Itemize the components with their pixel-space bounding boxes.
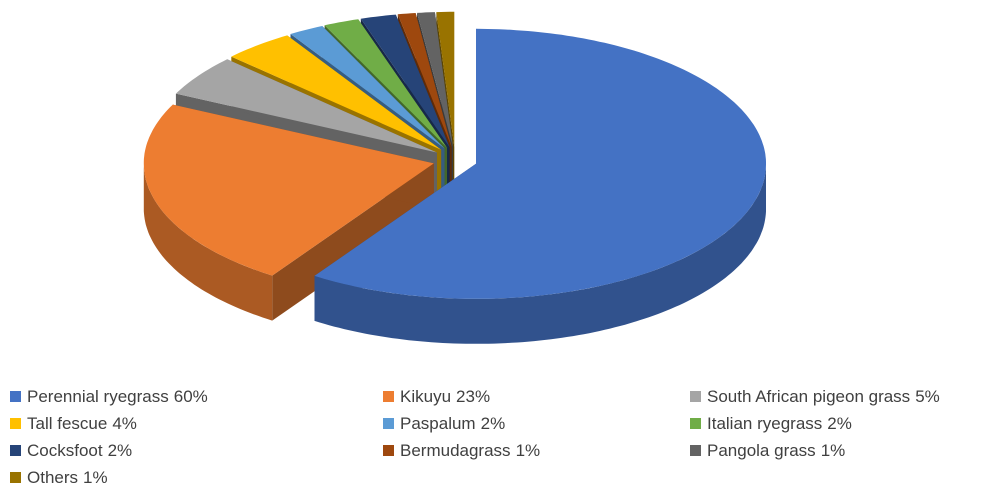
legend-label: Bermudagrass — [400, 440, 511, 460]
slice-wall — [143, 163, 273, 321]
legend-swatch — [10, 418, 21, 429]
legend-value: 2% — [480, 413, 506, 433]
slice — [314, 28, 766, 299]
legend-value: 1% — [820, 440, 846, 460]
legend-swatch — [383, 445, 394, 456]
legend-item: Kikuyu 23% — [383, 386, 690, 407]
slice — [290, 26, 445, 149]
legend-swatch — [690, 445, 701, 456]
legend-value: 2% — [827, 413, 852, 433]
legend-label: Cocksfoot — [27, 440, 103, 460]
legend-item: Paspalum 2% — [383, 413, 690, 434]
legend-value: 23% — [456, 386, 491, 406]
legend-label: Pangola grass — [707, 440, 816, 460]
legend-item: Italian ryegrass 2% — [690, 413, 980, 434]
legend-swatch — [690, 418, 701, 429]
legend-item: Others 1% — [10, 467, 383, 488]
legend-item: Bermudagrass 1% — [383, 440, 690, 461]
legend-swatch — [10, 391, 21, 402]
legend-value: 1% — [83, 467, 108, 487]
slice — [231, 35, 442, 150]
slice — [324, 19, 447, 148]
slice — [360, 14, 450, 148]
slice — [143, 104, 434, 276]
legend-label: Paspalum — [400, 413, 476, 433]
legend-swatch — [690, 391, 701, 402]
slice — [417, 12, 453, 147]
legend-label: Others — [27, 467, 79, 487]
legend-item: Cocksfoot 2% — [10, 440, 383, 461]
legend-value: 2% — [107, 440, 133, 460]
legend-label: South African pigeon grass — [707, 386, 911, 406]
legend-swatch — [10, 445, 21, 456]
legend-value: 60% — [173, 386, 208, 406]
legend-value: 1% — [515, 440, 541, 460]
legend-swatch — [10, 472, 21, 483]
legend-item: Perennial ryegrass 60% — [10, 386, 383, 407]
legend-value: 5% — [915, 386, 940, 406]
chart — [143, 11, 766, 344]
slice — [175, 59, 437, 153]
slice — [436, 11, 455, 147]
legend-label: Italian ryegrass — [707, 413, 823, 433]
legend-swatch — [383, 391, 394, 402]
legend-label: Kikuyu — [400, 386, 452, 406]
legend-value: 4% — [112, 413, 137, 433]
legend-label: Perennial ryegrass — [27, 386, 169, 406]
legend-label: Tall fescue — [27, 413, 108, 433]
slice-wall — [314, 163, 766, 344]
legend-item: Pangola grass 1% — [690, 440, 980, 461]
legend-item: Tall fescue 4% — [10, 413, 383, 434]
slice — [397, 13, 452, 147]
slice-side — [272, 163, 434, 321]
legend: Perennial ryegrass 60% Kikuyu 23% South Afri… — [10, 386, 980, 488]
legend-swatch — [383, 418, 394, 429]
legend-item: South African pigeon grass 5% — [690, 386, 980, 407]
